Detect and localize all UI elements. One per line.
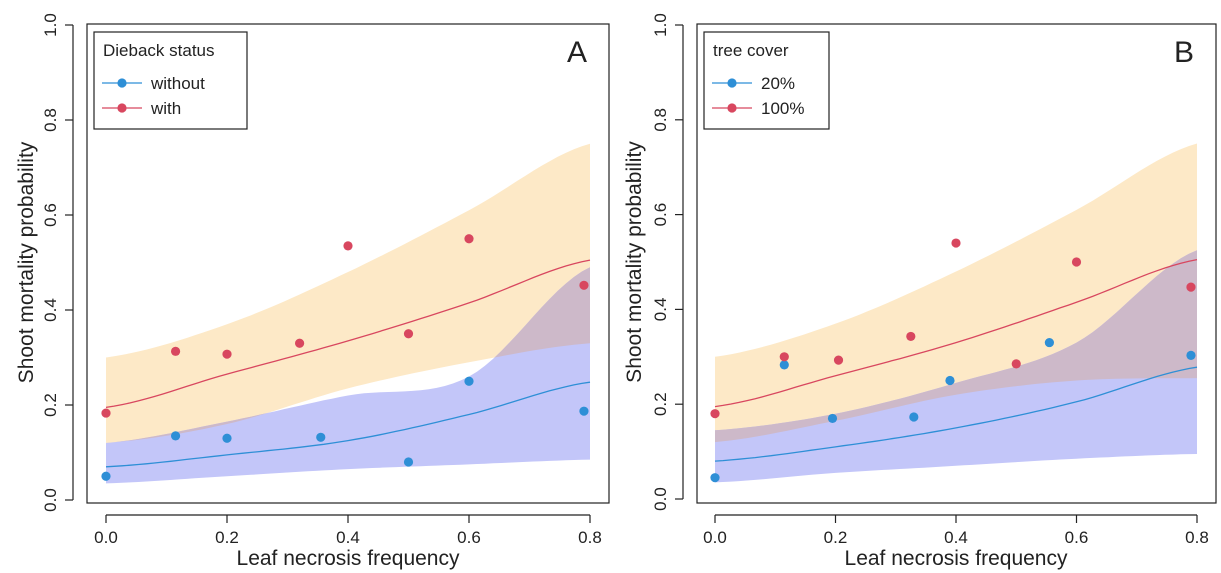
legend-label: with [150, 99, 181, 118]
legend-marker [727, 78, 737, 88]
legend: Dieback status without with [93, 31, 248, 130]
data-point [1186, 282, 1196, 292]
data-point [779, 360, 789, 370]
data-point [170, 346, 181, 356]
panel-label: B [1174, 36, 1194, 69]
y-tick-label: 0.0 [41, 488, 60, 512]
fit-line-blue [714, 366, 1198, 462]
data-point [170, 431, 181, 441]
ci-band-b-blue [715, 250, 1197, 483]
plot-frame [86, 23, 610, 504]
y-axis-title: Shoot mortality probability [623, 141, 646, 383]
data-point [579, 406, 589, 416]
data-point [101, 408, 111, 418]
y-axis: 0.0 0.2 0.4 0.6 0.8 1.0 Shoot mortality probab… [15, 13, 74, 512]
x-axis: 0.0 0.2 0.4 0.6 0.8 Leaf necrosis frequency [703, 514, 1209, 570]
data-point [403, 457, 414, 467]
x-tick-label: 0.2 [215, 528, 239, 547]
y-tick-label: 0.6 [651, 203, 670, 227]
legend-title: Dieback status [103, 41, 215, 60]
y-axis: 0.0 0.2 0.4 0.6 0.8 1.0 Shoot mortality probab… [623, 13, 684, 511]
data-point [1011, 359, 1021, 369]
x-tick-label: 0.0 [703, 528, 727, 547]
data-point [343, 241, 353, 251]
data-point [779, 352, 789, 362]
data-point [1186, 350, 1196, 360]
confidence-bands [106, 143, 590, 484]
points-blue [710, 337, 1196, 483]
y-tick-label: 0.0 [651, 487, 670, 511]
fit-line-red [105, 259, 591, 409]
data-point [710, 473, 720, 483]
legend-label: without [150, 74, 205, 93]
data-point [579, 280, 589, 290]
points-blue [101, 376, 589, 481]
ci-band-a-blue [106, 267, 590, 484]
x-axis-title: Leaf necrosis frequency [237, 547, 460, 570]
y-axis-title: Shoot mortality probability [15, 141, 38, 383]
data-point [710, 409, 720, 419]
data-point [833, 355, 844, 365]
x-tick-label: 0.6 [1065, 528, 1089, 547]
data-point [295, 338, 305, 348]
panel-label: A [567, 36, 587, 69]
y-tick-label: 0.4 [651, 298, 670, 322]
data-point [464, 376, 474, 386]
data-point [827, 413, 838, 424]
y-tick-label: 0.2 [41, 393, 60, 417]
x-axis-title: Leaf necrosis frequency [845, 547, 1068, 570]
fit-line-red [714, 258, 1198, 408]
y-tick-label: 0.8 [41, 108, 60, 132]
legend-label: 100% [761, 99, 804, 118]
ci-band-a-red [106, 143, 590, 443]
data-point [1044, 337, 1054, 348]
legend: tree cover 20% 100% [703, 31, 830, 130]
data-point [101, 471, 111, 481]
points-red [101, 234, 589, 418]
data-point [945, 375, 955, 386]
data-point [951, 238, 961, 248]
legend-box [703, 31, 830, 130]
y-tick-label: 0.6 [41, 203, 60, 227]
data-point [316, 432, 326, 442]
data-point [906, 331, 916, 342]
legend-label: 20% [761, 74, 795, 93]
y-tick-label: 0.4 [41, 298, 60, 322]
legend-box [93, 31, 248, 130]
data-point [464, 234, 474, 244]
x-tick-label: 0.4 [944, 528, 968, 547]
x-tick-label: 0.8 [578, 528, 602, 547]
x-tick-label: 0.8 [1185, 528, 1209, 547]
x-tick-label: 0.2 [824, 528, 848, 547]
y-tick-label: 0.2 [651, 392, 670, 416]
data-point [403, 329, 414, 339]
fit-line-blue [105, 381, 591, 468]
data-point [909, 412, 919, 422]
x-tick-label: 0.6 [457, 528, 481, 547]
plot-frame [696, 23, 1217, 504]
y-tick-label: 1.0 [41, 13, 60, 37]
data-point [222, 349, 232, 359]
data-point [1071, 257, 1082, 267]
points-red [710, 238, 1196, 419]
x-tick-label: 0.4 [336, 528, 360, 547]
legend-title: tree cover [713, 41, 789, 60]
x-tick-label: 0.0 [94, 528, 118, 547]
legend-marker [117, 103, 127, 113]
legend-marker [117, 78, 127, 88]
legend-marker [727, 103, 737, 113]
confidence-bands [715, 143, 1197, 483]
data-point [222, 433, 232, 443]
y-tick-label: 1.0 [651, 13, 670, 37]
y-tick-label: 0.8 [651, 108, 670, 132]
x-axis: 0.0 0.2 0.4 0.6 0.8 Leaf necrosis frequency [94, 514, 602, 570]
